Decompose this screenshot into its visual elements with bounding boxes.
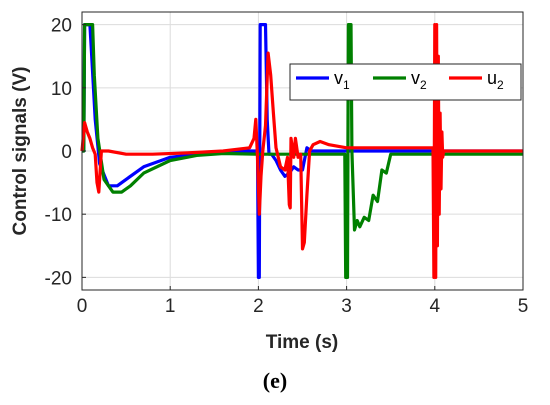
y-tick-label: 10	[51, 79, 72, 100]
x-tick-label: 2	[253, 296, 264, 317]
x-tick-label: 0	[77, 296, 88, 317]
legend-box	[289, 63, 522, 101]
x-tick-label: 5	[518, 296, 529, 317]
series-line-u2	[80, 23, 523, 279]
tick-marks	[81, 24, 524, 290]
y-tick-label: -10	[45, 205, 72, 226]
x-tick-labels: 0 1 2 3 4 5	[77, 296, 529, 317]
legend-label-v1: v1	[334, 68, 350, 92]
panel-label: (e)	[263, 368, 287, 393]
y-tick-label: -20	[45, 268, 72, 289]
legend-label-v2: v2	[411, 68, 427, 92]
x-axis-title: Time (s)	[266, 332, 339, 353]
y-tick-labels: -20 -10 0 10 20	[45, 16, 72, 290]
series-layer	[80, 23, 523, 279]
legend: v1 v2 u2	[289, 63, 522, 101]
x-tick-label: 1	[165, 296, 176, 317]
y-tick-label: 0	[61, 142, 72, 163]
y-tick-label: 20	[51, 16, 72, 37]
x-tick-label: 3	[341, 296, 352, 317]
y-axis-title: Control signals (V)	[10, 67, 31, 236]
legend-label-u2: u2	[487, 68, 504, 92]
x-tick-label: 4	[430, 296, 441, 317]
